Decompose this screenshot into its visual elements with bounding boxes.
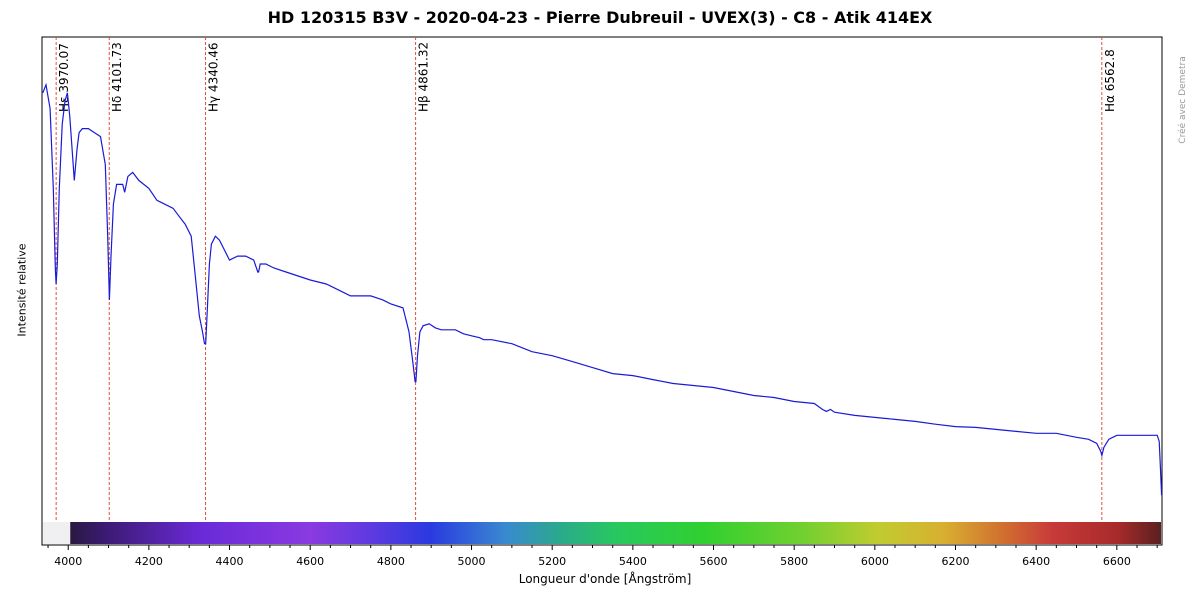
x-tick-label: 5400 — [619, 555, 647, 568]
x-tick-label: 5600 — [700, 555, 728, 568]
x-tick-label: 6200 — [942, 555, 970, 568]
chart-title: HD 120315 B3V - 2020-04-23 - Pierre Dubr… — [267, 8, 933, 27]
x-tick-label: 4600 — [296, 555, 324, 568]
spectral-line-label: Hγ 4340.46 — [207, 42, 221, 112]
spectral-line-label: Hδ 4101.73 — [110, 42, 124, 112]
plot-frame — [41, 36, 1163, 546]
spectrum-line — [42, 82, 1163, 496]
x-tick-label: 6600 — [1103, 555, 1131, 568]
x-tick-label: 6000 — [861, 555, 889, 568]
spectrum-strip — [70, 522, 1161, 544]
spectral-line-label: Hβ 4861.32 — [417, 42, 431, 112]
x-tick-label: 6400 — [1022, 555, 1050, 568]
spectrum-strip-blank — [43, 522, 71, 544]
x-tick-label: 4400 — [216, 555, 244, 568]
spectral-line-label: Hε 3970.07 — [57, 43, 71, 112]
x-tick-label: 4200 — [135, 555, 163, 568]
x-tick-label: 5000 — [458, 555, 486, 568]
x-tick-label: 5200 — [538, 555, 566, 568]
spectral-line-label: Hα 6562.8 — [1103, 49, 1117, 112]
x-tick-label: 5800 — [780, 555, 808, 568]
x-axis-label: Longueur d'onde [Ångström] — [518, 572, 692, 586]
x-tick-label: 4000 — [54, 555, 82, 568]
x-tick-label: 4800 — [377, 555, 405, 568]
